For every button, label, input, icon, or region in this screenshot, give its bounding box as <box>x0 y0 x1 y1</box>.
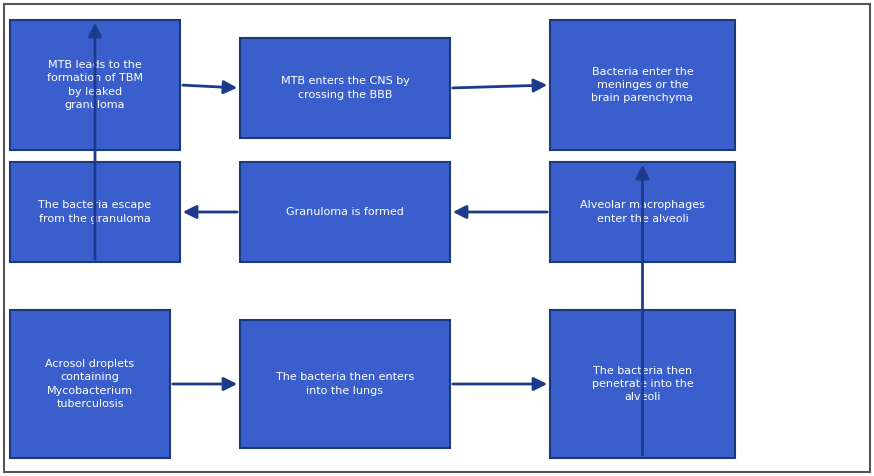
FancyBboxPatch shape <box>240 162 450 262</box>
FancyBboxPatch shape <box>550 162 735 262</box>
Text: MTB leads to the
formation of TBM
by leaked
granuloma: MTB leads to the formation of TBM by lea… <box>47 60 143 110</box>
FancyBboxPatch shape <box>240 38 450 138</box>
FancyBboxPatch shape <box>10 310 170 458</box>
Text: The bacteria escape
from the granuloma: The bacteria escape from the granuloma <box>38 200 151 224</box>
FancyBboxPatch shape <box>10 162 180 262</box>
Text: Granuloma is formed: Granuloma is formed <box>286 207 404 217</box>
FancyBboxPatch shape <box>550 20 735 150</box>
Text: Acrosol droplets
containing
Mycobacterium
tuberculosis: Acrosol droplets containing Mycobacteriu… <box>45 359 135 409</box>
FancyBboxPatch shape <box>10 20 180 150</box>
Text: Alveolar macrophages
enter the alveoli: Alveolar macrophages enter the alveoli <box>580 200 705 224</box>
Text: Bacteria enter the
meninges or the
brain parenchyma: Bacteria enter the meninges or the brain… <box>592 67 694 103</box>
Text: The bacteria then enters
into the lungs: The bacteria then enters into the lungs <box>276 372 414 396</box>
FancyBboxPatch shape <box>550 310 735 458</box>
FancyBboxPatch shape <box>240 320 450 448</box>
Text: MTB enters the CNS by
crossing the BBB: MTB enters the CNS by crossing the BBB <box>281 77 409 99</box>
Text: The bacteria then
penetrate into the
alveoli: The bacteria then penetrate into the alv… <box>592 366 693 402</box>
